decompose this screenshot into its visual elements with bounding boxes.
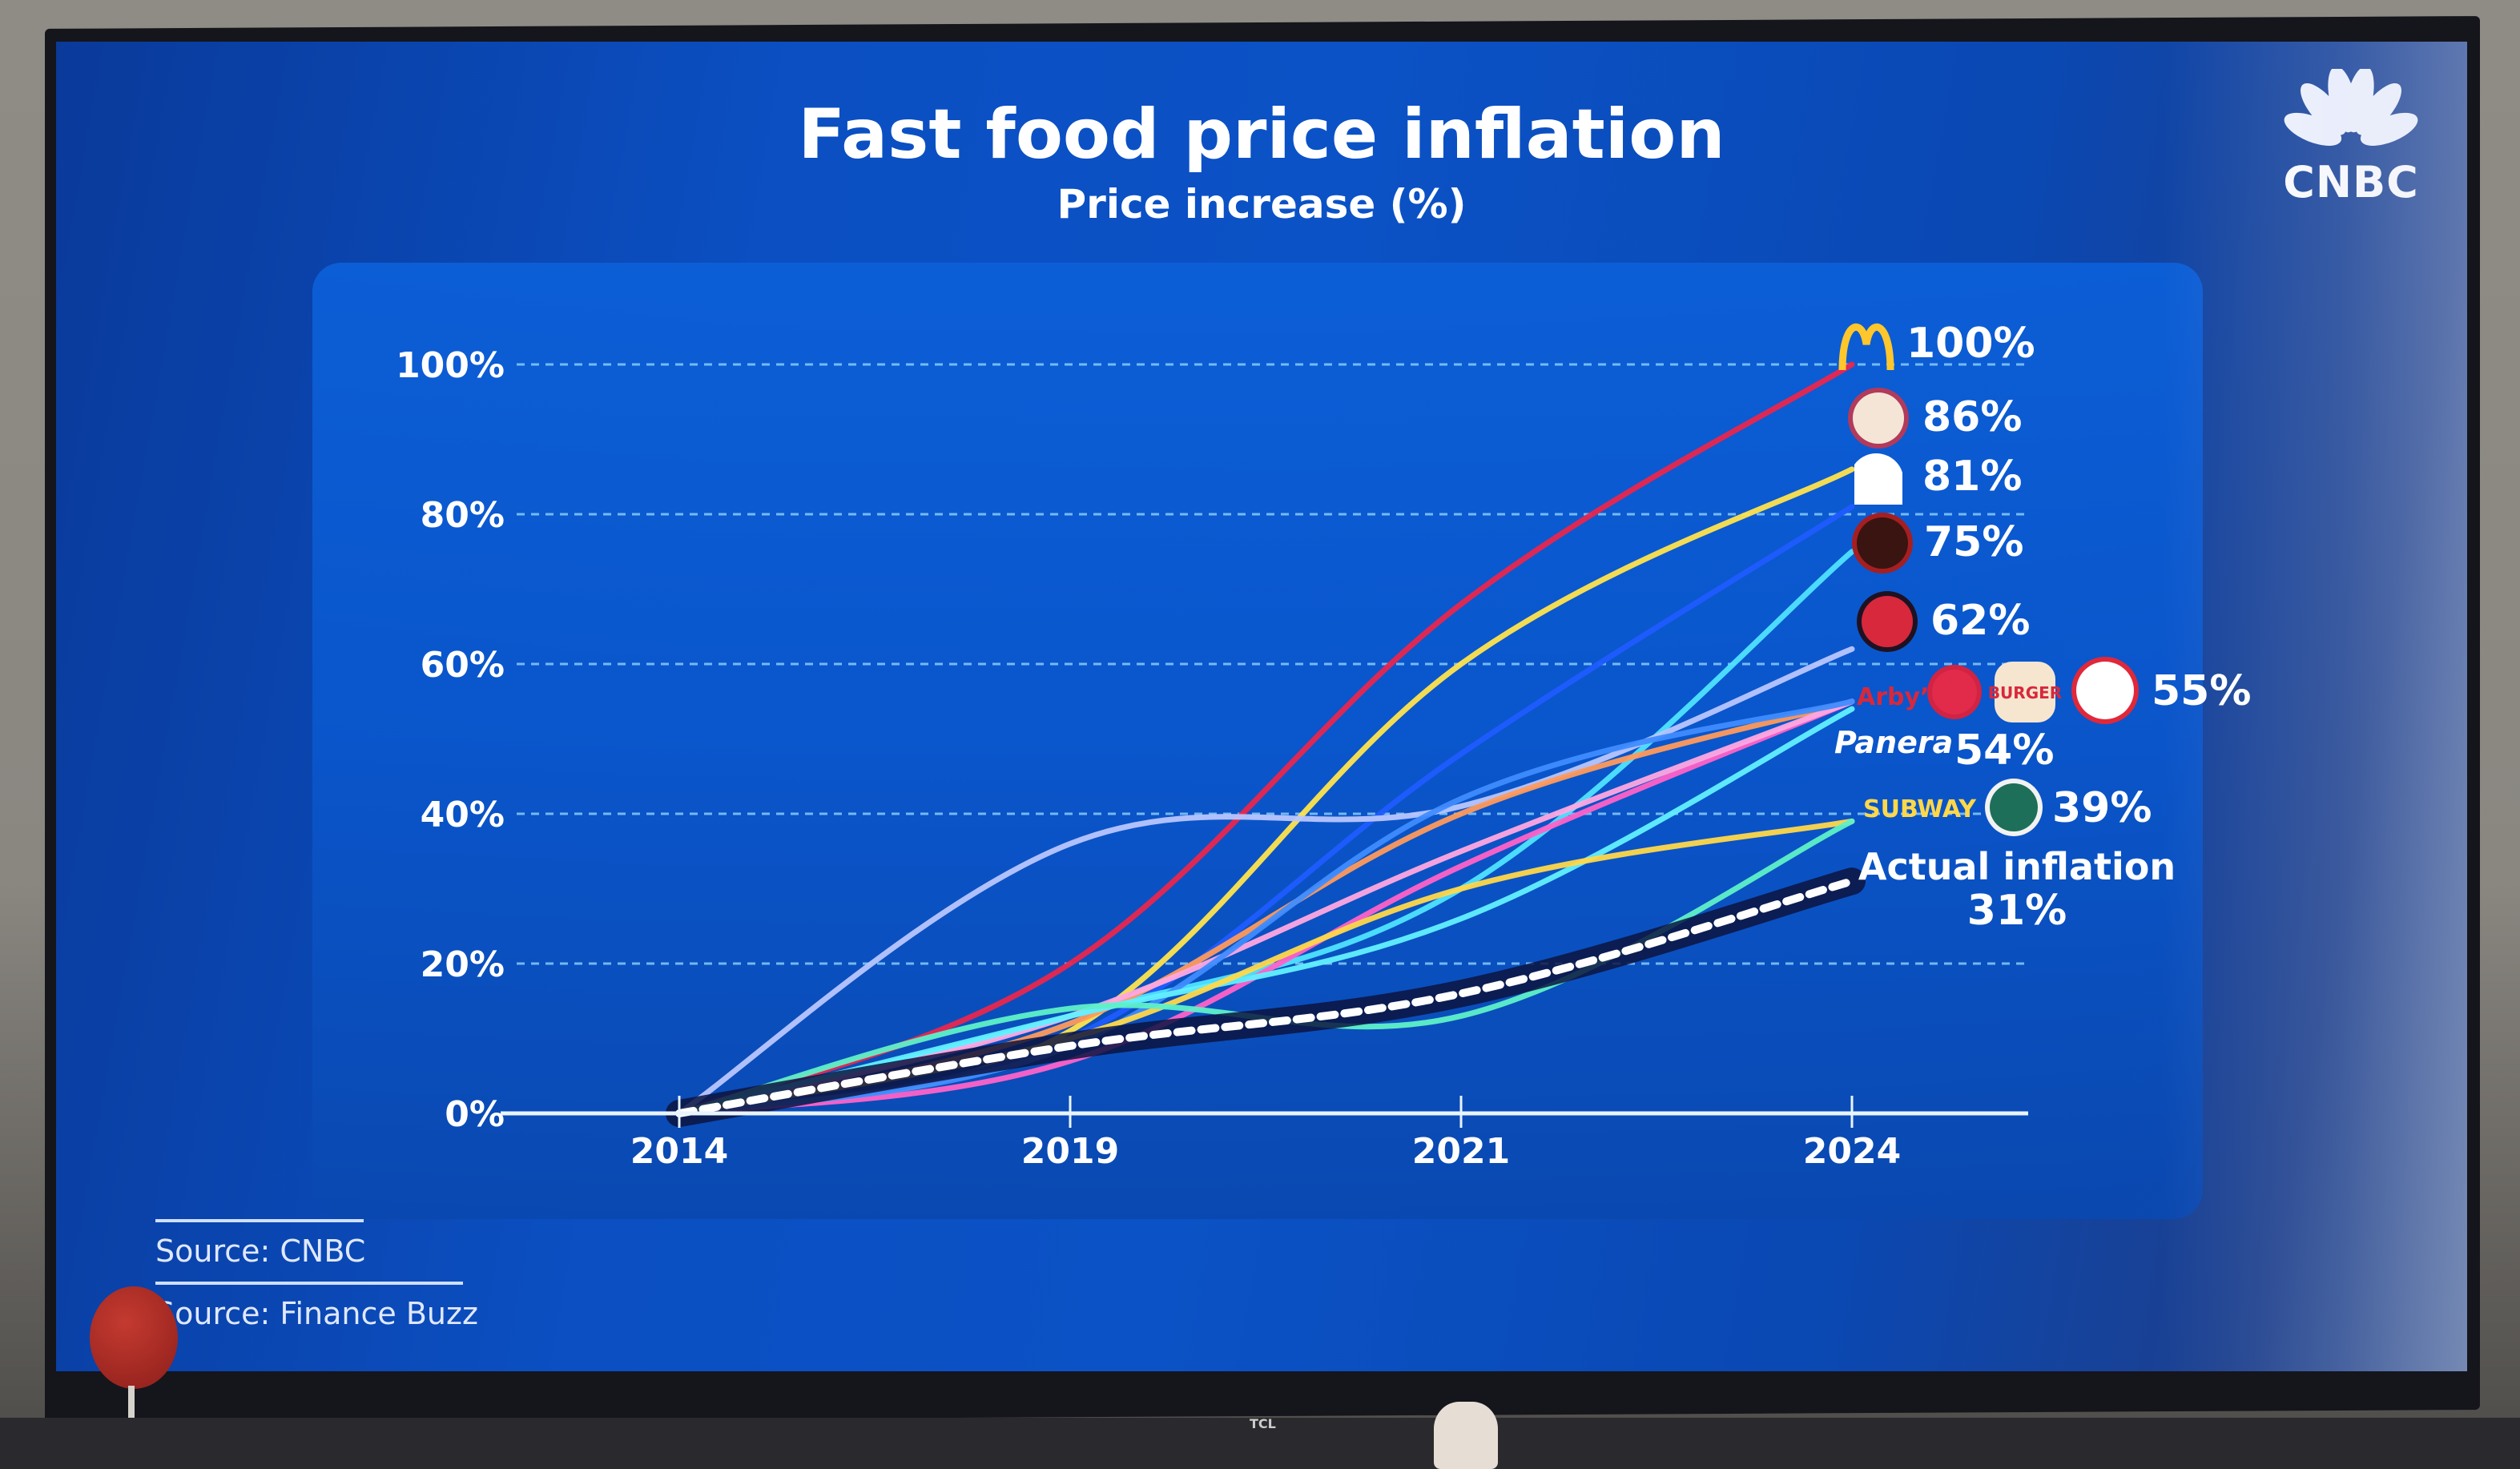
cnbc-logo: CNBC: [2267, 66, 2435, 207]
panera-icon: Panera: [1834, 725, 1953, 760]
popeyes-icon: [1848, 388, 1909, 449]
burger-king-icon: BURGER: [1988, 662, 2062, 722]
chart-title: Fast food price inflation: [798, 95, 1725, 175]
peacock-icon: [2284, 66, 2418, 146]
series-line-mcdonald-s: [676, 361, 1855, 1117]
series-line-jimmy-john-s: [676, 646, 1855, 1117]
chart-subtitle: Price increase (%): [1057, 181, 1467, 227]
starbucks-icon-center: [1990, 783, 2038, 831]
end-label-popeyes: 86%: [1922, 393, 2022, 441]
sources-block: Source: CNBC Source: Finance Buzz: [155, 1219, 478, 1344]
subway-icon: SUBWAY: [1863, 795, 1977, 823]
y-tick-label: 40%: [421, 795, 505, 835]
burger-king-text: BURGER: [1988, 683, 2062, 702]
end-label-taco-bell: 81%: [1922, 453, 2022, 501]
y-tick-label: 100%: [396, 345, 505, 386]
popeyes-icon-center: [1853, 392, 1904, 444]
taco-bell-bell: [1854, 453, 1902, 505]
series-line-actual-inflation: [675, 877, 1856, 1117]
y-tick-label: 80%: [421, 495, 505, 536]
wendys-icon: [2071, 657, 2139, 724]
end-label-55-group: 55%: [2152, 667, 2251, 715]
axis-layer: 0% 20% 40% 60% 80% 100% 2014 2019 2021 2024: [396, 345, 2028, 1172]
y-tick-label: 20%: [421, 944, 505, 985]
x-tick-label: 2024: [1803, 1131, 1901, 1172]
jimmy-johns-icon: [1857, 591, 1918, 652]
end-label-jimmy-johns: 62%: [1930, 597, 2030, 645]
actual-inflation-label: Actual inflation: [1858, 845, 2176, 888]
source-finance-buzz: Source: Finance Buzz: [155, 1296, 478, 1331]
jimmy-johns-icon-center: [1862, 596, 1913, 647]
source-divider: [155, 1219, 364, 1222]
end-label-39-group: 39%: [2052, 784, 2152, 832]
end-label-actual-inflation: 31%: [1967, 887, 2067, 935]
series-line-chick-fil-a: [676, 698, 1855, 1117]
chipotle-icon: [1852, 513, 1913, 574]
tv-brand-label: TCL: [1250, 1416, 1276, 1431]
chick-fil-a-icon: [1927, 665, 1982, 719]
y-tick-label: 60%: [421, 645, 505, 686]
tv-screen: Fast food price inflation Price increase…: [56, 42, 2467, 1371]
wendys-icon-center: [2076, 662, 2134, 719]
source-divider: [155, 1282, 463, 1285]
cnbc-wordmark: CNBC: [2283, 157, 2419, 207]
x-tick-label: 2019: [1021, 1131, 1119, 1172]
mcdonalds-arches-shape: [1838, 323, 1894, 371]
starbucks-icon: [1985, 779, 2043, 836]
end-label-panera: 54%: [1954, 726, 2054, 775]
red-balloon-decoration: [90, 1286, 178, 1389]
tv-stand: [0, 1418, 2520, 1469]
bunny-figurine: [1434, 1402, 1498, 1469]
mcdonalds-arches-icon: [1838, 323, 1894, 371]
chipotle-icon-center: [1857, 517, 1908, 569]
y-tick-label: 0%: [445, 1094, 505, 1135]
chick-fil-a-icon-center: [1932, 670, 1977, 714]
series-layer: [666, 361, 1866, 1127]
burger-king-band: [1999, 679, 2051, 703]
x-tick-label: 2014: [630, 1131, 728, 1172]
source-cnbc: Source: CNBC: [155, 1234, 366, 1269]
label-layer: 100%86%81%75%62%Arby’s BURGER 55%Panera 54%…: [1834, 320, 2251, 935]
end-label-chipotle: 75%: [1924, 518, 2023, 566]
taco-bell-icon: [1854, 453, 1902, 505]
end-label-mcdonalds: 100%: [1906, 320, 2035, 368]
x-tick-label: 2021: [1412, 1131, 1510, 1172]
grid-layer: [517, 363, 2027, 965]
